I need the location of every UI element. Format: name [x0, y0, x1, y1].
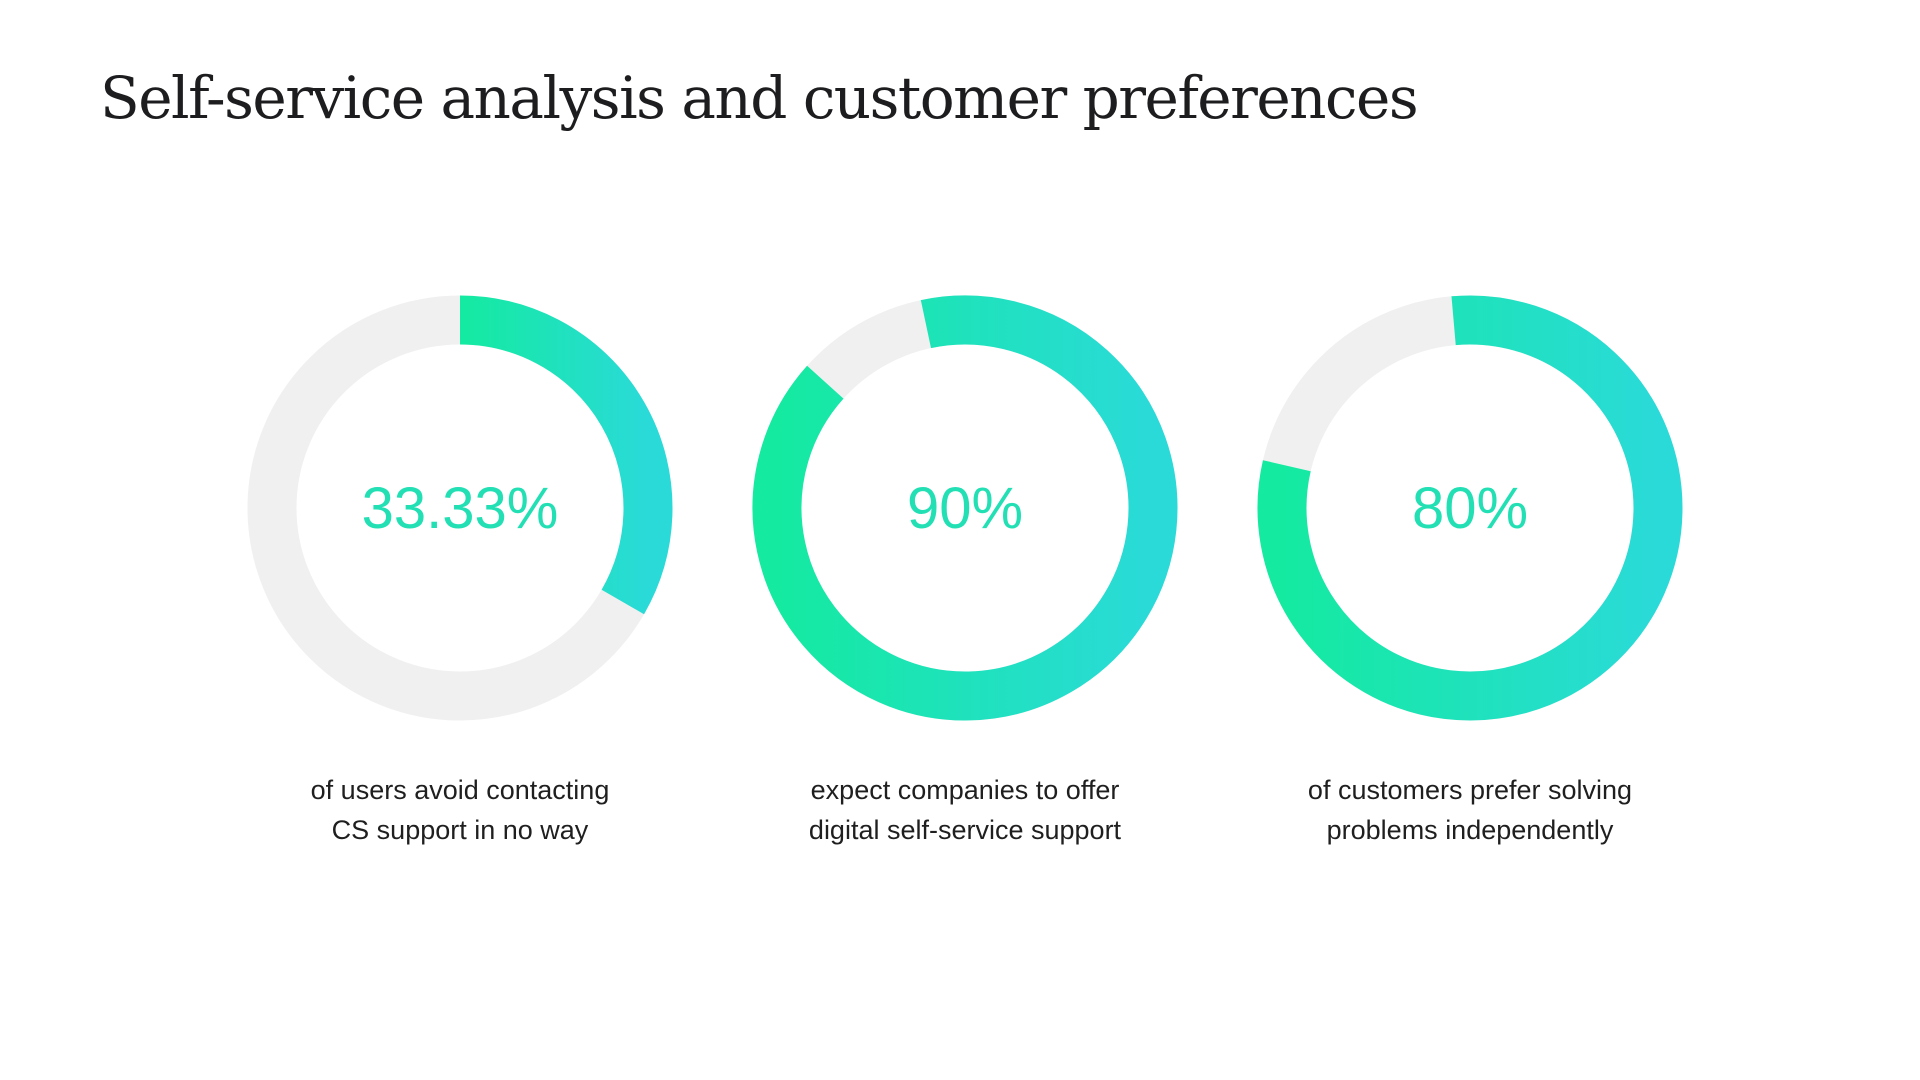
donut-value-arc	[752, 295, 1178, 721]
caption-line: of customers prefer solving	[1307, 775, 1633, 805]
caption-line: CS support in no way	[331, 815, 589, 845]
caption-line: digital self-service support	[808, 815, 1122, 845]
donut-caption: expect companies to offer digital self-se…	[735, 770, 1195, 850]
caption-line: problems independently	[1326, 815, 1614, 845]
donut-percent-label: 90%	[907, 476, 1023, 541]
donut-percent-label: 80%	[1412, 476, 1528, 541]
caption-line: expect companies to offer	[810, 775, 1120, 805]
donut-value-arc	[1257, 295, 1683, 721]
donut-percent-label: 33.33%	[362, 476, 559, 541]
donut-value-arc	[459, 295, 673, 615]
caption-line: of users avoid contacting	[310, 775, 610, 805]
donut-caption: of users avoid contacting CS support in n…	[230, 770, 690, 850]
donut-caption: of customers prefer solving problems inde…	[1240, 770, 1700, 850]
page-title: Self-service analysis and customer prefe…	[100, 64, 1419, 132]
